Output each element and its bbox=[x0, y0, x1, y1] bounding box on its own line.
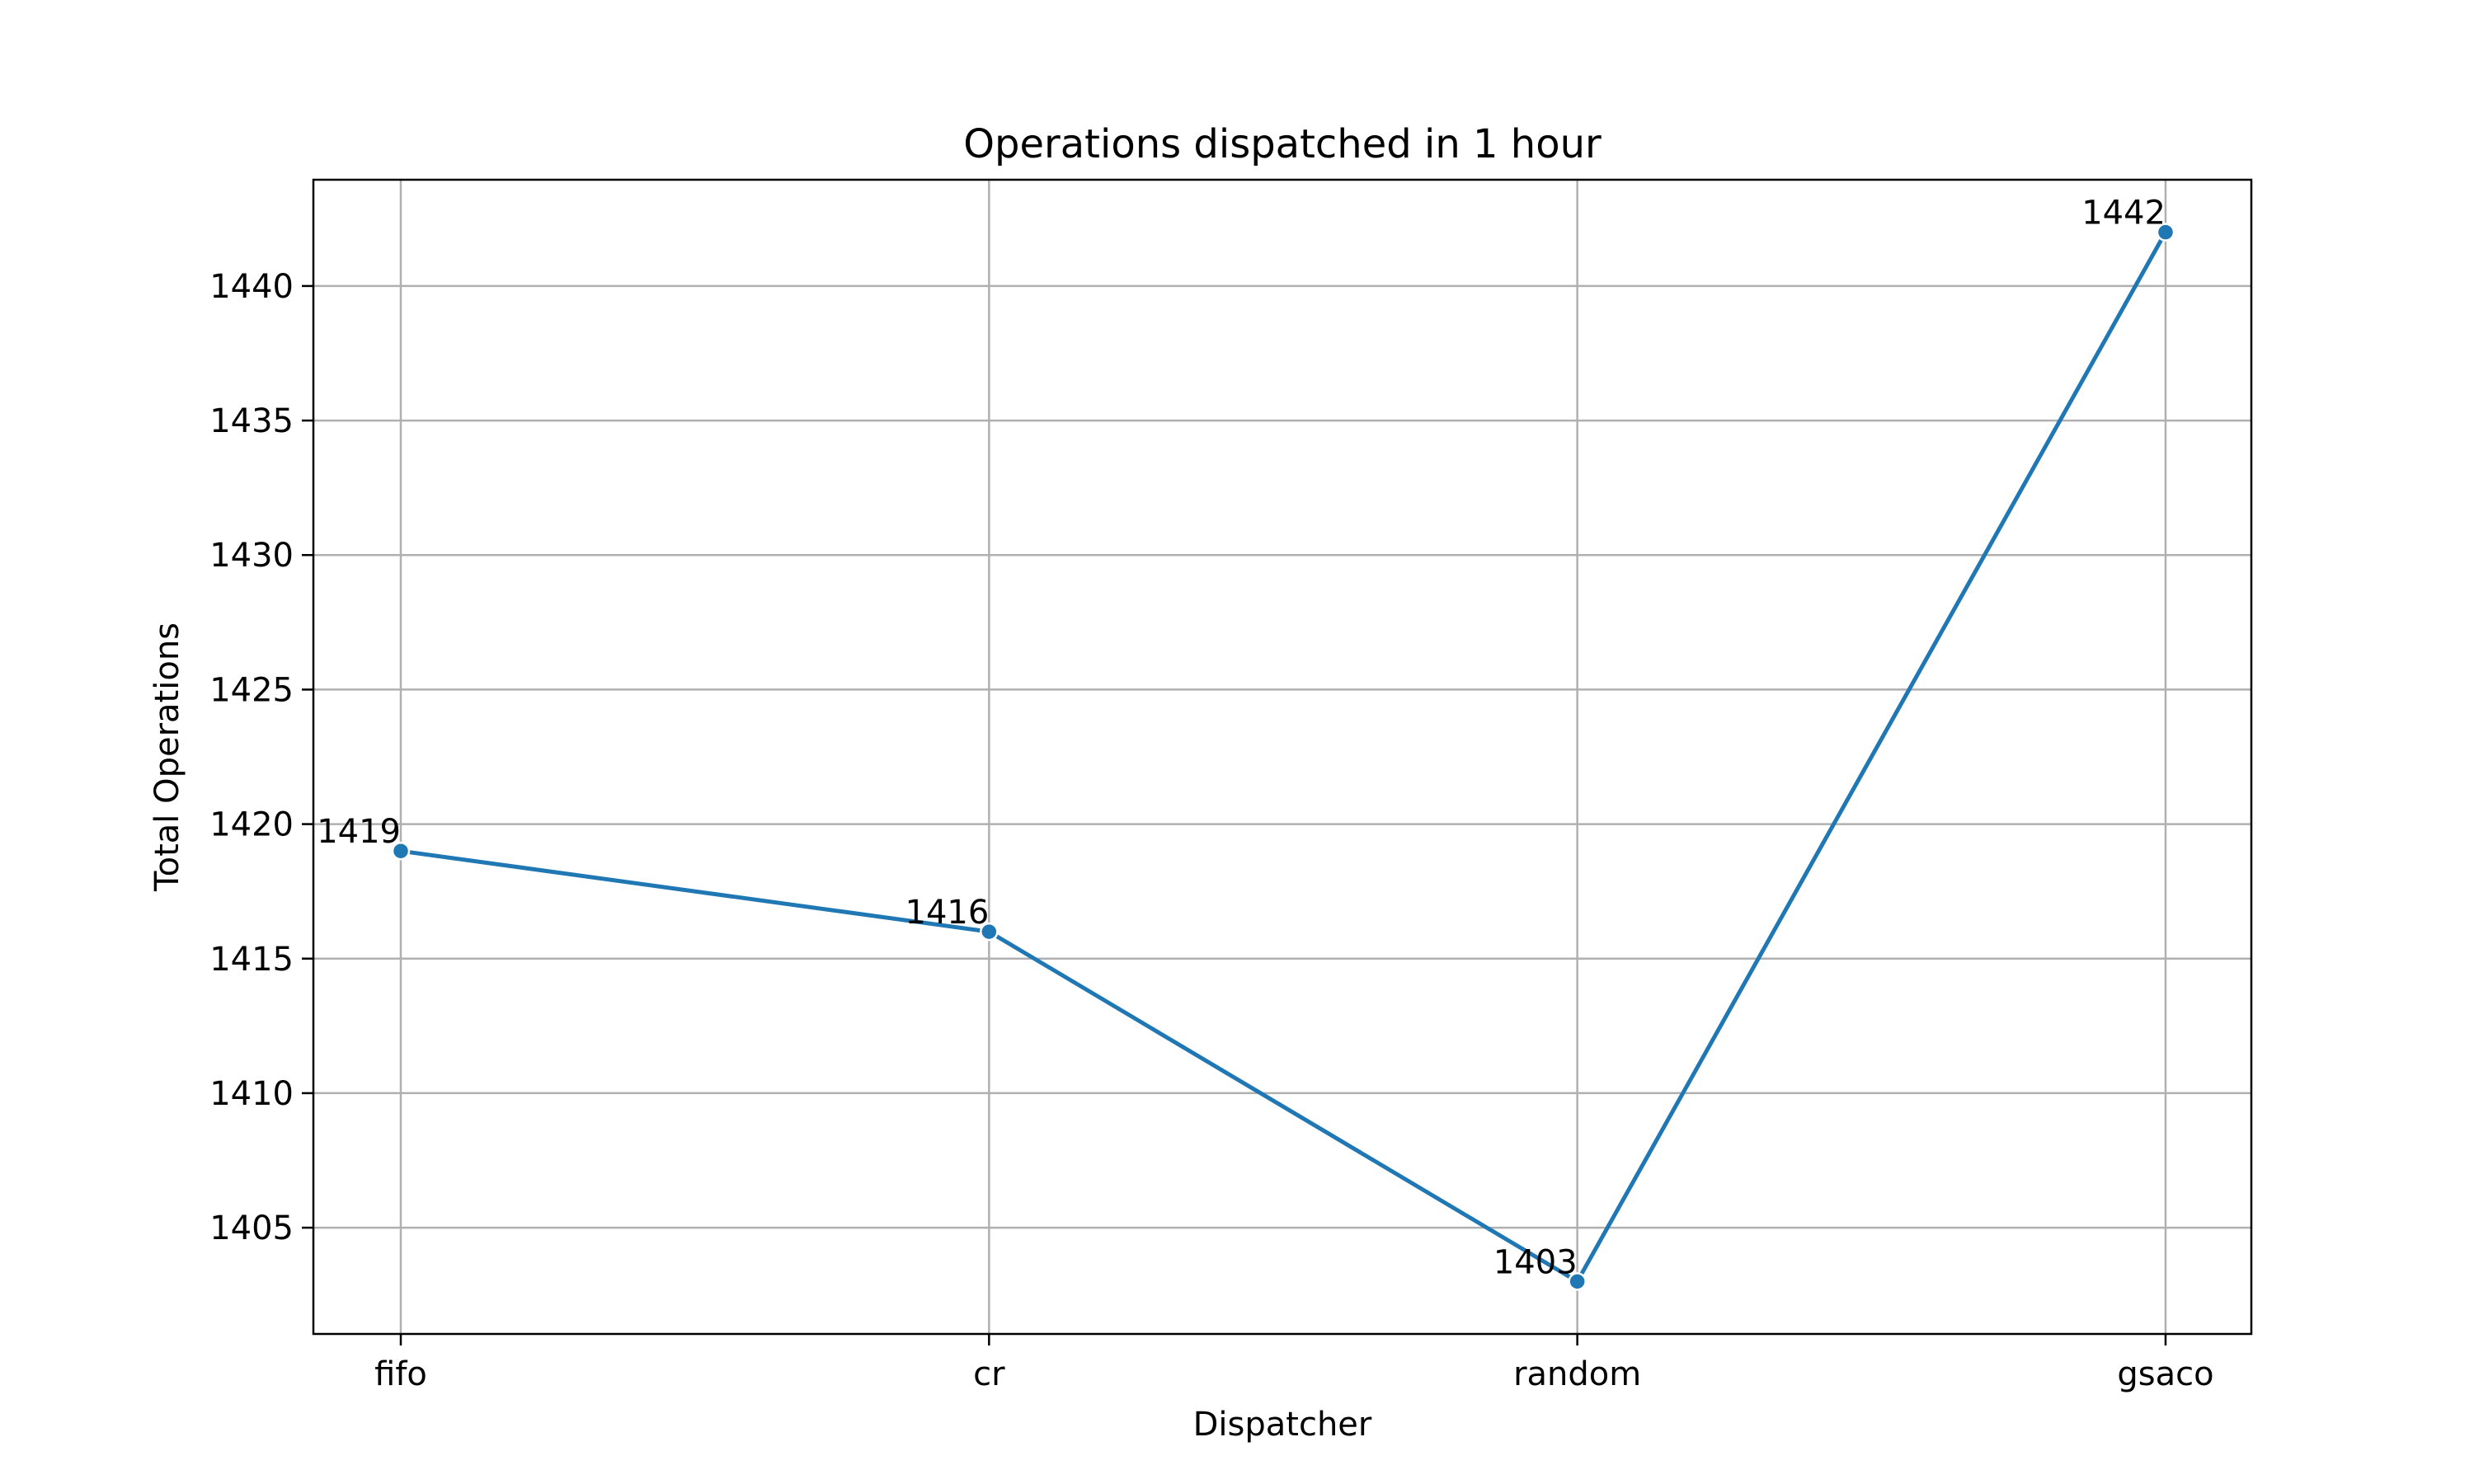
y-tick-label: 1415 bbox=[209, 941, 294, 979]
x-tick-label: random bbox=[1513, 1355, 1641, 1393]
y-tick-label: 1440 bbox=[209, 268, 294, 306]
data-label: 1442 bbox=[2081, 195, 2166, 232]
series-line bbox=[400, 231, 2168, 1284]
data-point-marker bbox=[391, 841, 411, 861]
y-tick-label: 1425 bbox=[209, 671, 294, 709]
y-axis-title: Total Operations bbox=[148, 622, 186, 892]
y-tick-label: 1435 bbox=[209, 402, 294, 440]
x-tick-label: cr bbox=[973, 1355, 1005, 1393]
y-tick-label: 1430 bbox=[209, 537, 294, 575]
data-point-marker bbox=[980, 922, 999, 942]
ticks-layer: fifo cr random gsaco 1405 1410 1415 1420 1425 143… bbox=[209, 268, 2213, 1393]
data-label: 1403 bbox=[1493, 1243, 1578, 1281]
plot-area-frame bbox=[312, 178, 2253, 1336]
data-point-marker bbox=[2156, 223, 2175, 242]
grid-layer bbox=[313, 180, 2251, 1334]
x-axis-title: Dispatcher bbox=[1193, 1406, 1372, 1444]
x-tick-label: gsaco bbox=[2117, 1355, 2213, 1393]
chart-title: Operations dispatched in 1 hour bbox=[963, 121, 1602, 167]
data-point-marker bbox=[1568, 1272, 1587, 1291]
series-layer bbox=[391, 223, 2175, 1291]
data-labels-layer: 1419 1416 1403 1442 bbox=[317, 195, 2166, 1282]
y-tick-label: 1405 bbox=[209, 1209, 294, 1247]
y-tick-label: 1420 bbox=[209, 806, 294, 844]
y-tick-label: 1410 bbox=[209, 1075, 294, 1113]
data-label: 1416 bbox=[905, 894, 990, 932]
x-tick-label: fifo bbox=[374, 1355, 427, 1393]
data-label: 1419 bbox=[317, 813, 401, 851]
